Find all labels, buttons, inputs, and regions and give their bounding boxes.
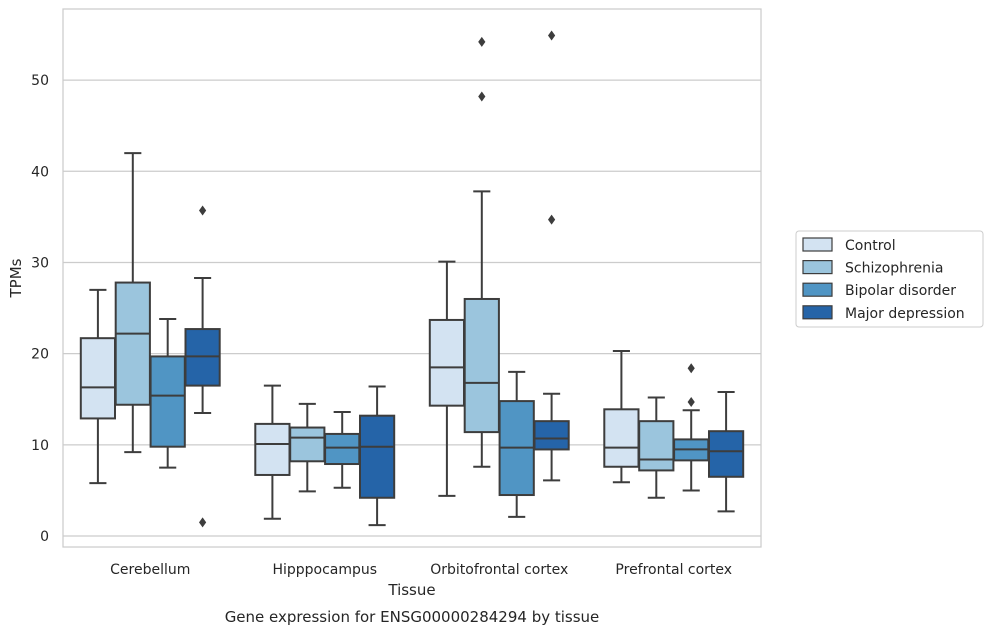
box-iqr <box>358 414 396 499</box>
legend-label-control: Control <box>845 238 896 254</box>
outlier-point <box>687 363 695 374</box>
box-major-depression-orbitofrontal-cortex <box>533 30 570 482</box>
y-tick-labels: 0 10 20 30 40 50 <box>31 73 49 545</box>
y-tick-label-50: 50 <box>31 73 49 89</box>
legend: Control Schizophrenia Bipolar disorder Majo… <box>795 230 984 328</box>
outlier-point <box>478 36 486 47</box>
box-series <box>79 30 745 528</box>
box-iqr <box>114 281 151 406</box>
series-schizophrenia <box>114 36 675 499</box>
box-schizophrenia-cerebellum <box>114 152 151 454</box>
y-axis-title: TPMs <box>7 258 25 298</box>
legend-swatch-control <box>802 237 833 252</box>
box-control-hipppocampus <box>254 384 291 520</box>
box-schizophrenia-orbitofrontal-cortex <box>463 36 500 468</box>
legend-frame <box>795 230 984 328</box>
outlier-point <box>548 214 556 225</box>
legend-swatch-bipolar-disorder <box>802 282 833 297</box>
box-bipolar-disorder-prefrontal-cortex <box>673 363 710 492</box>
legend-label-major-depression: Major depression <box>845 306 965 322</box>
box-iqr <box>79 337 117 420</box>
x-tick-label-hipppocampus: Hipppocampus <box>272 562 377 578</box>
box-iqr <box>707 430 745 478</box>
outlier-point <box>687 397 695 408</box>
plot-frame <box>62 8 762 548</box>
box-iqr <box>254 422 291 476</box>
x-axis-title: Tissue <box>387 581 435 599</box>
box-iqr <box>603 408 640 468</box>
legend-swatch-major-depression <box>802 305 833 320</box>
x-tick-label-cerebellum: Cerebellum <box>110 562 190 578</box>
chart-title: Gene expression for ENSG00000284294 by t… <box>225 608 600 626</box>
box-iqr <box>463 297 500 434</box>
box-iqr <box>428 318 466 407</box>
outlier-point <box>199 205 207 216</box>
legend-swatch-schizophrenia <box>802 260 833 275</box>
x-tick-label-orbitofrontal-cortex: Orbitofrontal cortex <box>430 562 568 578</box>
series-control <box>79 260 640 520</box>
box-iqr <box>324 432 361 466</box>
outlier-point <box>199 517 207 528</box>
box-major-depression-prefrontal-cortex <box>707 390 745 513</box>
box-major-depression-cerebellum <box>184 205 221 528</box>
box-iqr <box>533 420 570 451</box>
box-major-depression-hipppocampus <box>358 385 396 527</box>
outlier-point <box>478 91 486 102</box>
box-iqr <box>638 420 675 472</box>
box-bipolar-disorder-orbitofrontal-cortex <box>498 370 535 518</box>
box-iqr <box>289 426 326 463</box>
series-major-depression <box>184 30 745 528</box>
y-tick-label-40: 40 <box>31 164 49 180</box>
x-tick-labels: Cerebellum Hipppocampus Orbitofrontal cort… <box>110 562 732 578</box>
box-iqr <box>149 355 186 448</box>
legend-label-schizophrenia: Schizophrenia <box>845 261 943 277</box>
y-tick-label-0: 0 <box>40 529 49 545</box>
box-control-cerebellum <box>79 288 117 485</box>
outlier-point <box>548 30 556 41</box>
box-schizophrenia-hipppocampus <box>289 402 326 493</box>
x-tick-label-prefrontal-cortex: Prefrontal cortex <box>615 562 732 578</box>
y-tick-label-30: 30 <box>31 255 49 271</box>
y-tick-label-20: 20 <box>31 347 49 363</box>
box-control-orbitofrontal-cortex <box>428 260 466 497</box>
y-tick-label-10: 10 <box>31 438 49 454</box>
legend-label-bipolar-disorder: Bipolar disorder <box>845 283 956 299</box>
box-bipolar-disorder-cerebellum <box>149 318 186 469</box>
